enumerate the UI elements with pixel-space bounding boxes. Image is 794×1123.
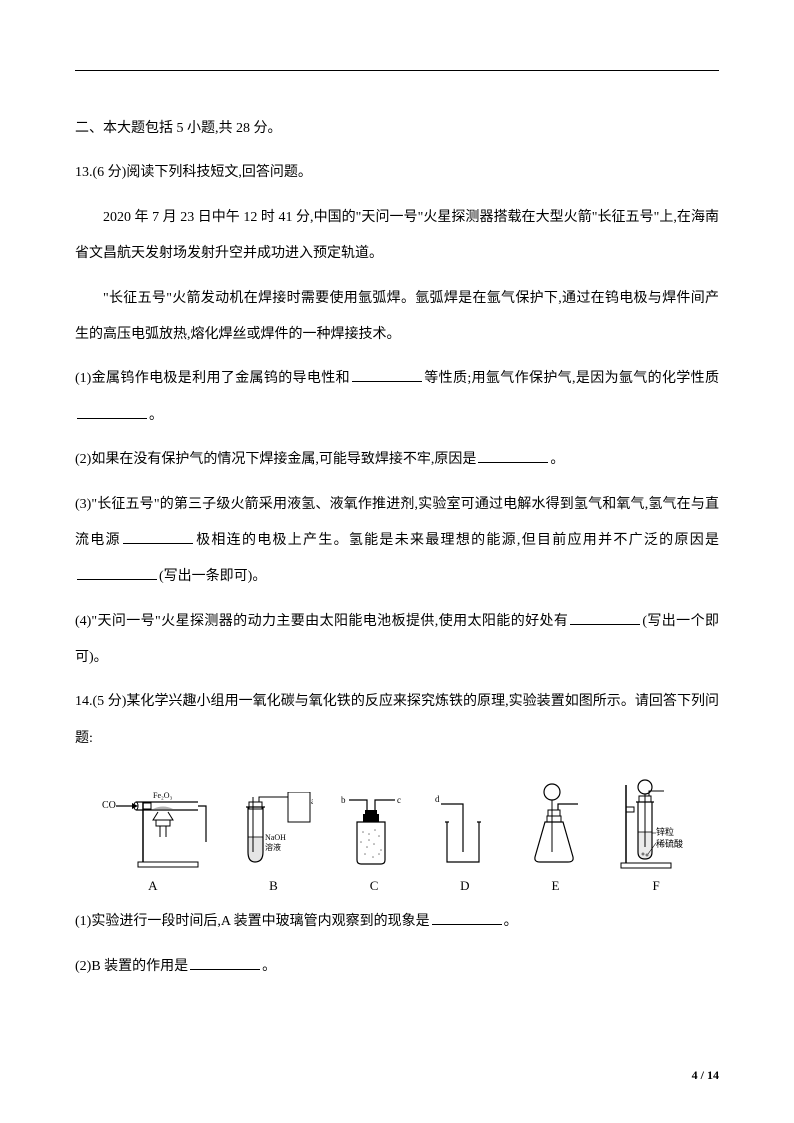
q13-sub1-b: 等性质;用氩气作保护气,是因为氩气的化学性质	[424, 371, 719, 386]
q13-sub2-a: (2)如果在没有保护气的情况下焊接金属,可能导致焊接不牢,原因是	[75, 452, 476, 467]
q13-sub4: (4)"天问一号"火星探测器的动力主要由太阳能电池板提供,使用太阳能的好处有(写…	[75, 604, 719, 677]
apparatus-a-svg: CO Fe₂O₃	[98, 792, 208, 872]
apparatus-b-svg: NaOH 溶液 a	[233, 792, 313, 872]
blank	[77, 566, 157, 580]
label-d: D	[460, 878, 469, 894]
a-label: a	[311, 796, 313, 806]
q13-header: 13.(6 分)阅读下列科技短文,回答问题。	[75, 155, 719, 191]
q14-header: 14.(5 分)某化学兴趣小组用一氧化碳与氧化铁的反应来探究炼铁的原理,实验装置…	[75, 684, 719, 757]
apparatus-d: d D	[435, 792, 495, 894]
blank	[123, 530, 193, 544]
q13-sub4-a: (4)"天问一号"火星探测器的动力主要由太阳能电池板提供,使用太阳能的好处有	[75, 614, 568, 629]
label-b: B	[269, 878, 278, 894]
fe2o3-label: Fe₂O₃	[153, 792, 173, 800]
top-rule	[75, 70, 719, 71]
label-c: C	[370, 878, 379, 894]
q14-sub2-a: (2)B 装置的作用是	[75, 959, 188, 974]
apparatus-e-svg	[520, 782, 590, 872]
q14-sub1-b: 。	[504, 914, 518, 929]
q14-sub1-a: (1)实验进行一段时间后,A 装置中玻璃管内观察到的现象是	[75, 914, 430, 929]
q13-sub2-b: 。	[550, 452, 564, 467]
label-e: E	[551, 878, 559, 894]
q13-sub3-c: (写出一条即可)。	[159, 569, 266, 584]
blank	[570, 611, 640, 625]
apparatus-b: NaOH 溶液 a B	[233, 792, 313, 894]
co-label: CO	[102, 800, 116, 811]
naoh-label-1: NaOH	[265, 833, 286, 842]
q13-sub1: (1)金属钨作电极是利用了金属钨的导电性和 等性质;用氩气作保护气,是因为氩气的化…	[75, 361, 719, 434]
blank	[432, 911, 502, 925]
c-label: c	[397, 795, 401, 805]
q13-sub1-a: (1)金属钨作电极是利用了金属钨的导电性和	[75, 371, 350, 386]
naoh-label-2: 溶液	[265, 842, 281, 852]
apparatus-figure: CO Fe₂O₃	[75, 777, 719, 894]
apparatus-c: b c C	[339, 792, 409, 894]
label-a: A	[148, 878, 157, 894]
zinc-label: 锌粒	[656, 826, 674, 837]
acid-label: 稀硫酸	[656, 838, 683, 849]
page-number: 4 / 14	[692, 1068, 719, 1083]
section-header: 二、本大题包括 5 小题,共 28 分。	[75, 111, 719, 147]
q13-p1: 2020 年 7 月 23 日中午 12 时 41 分,中国的"天问一号"火星探…	[75, 200, 719, 273]
b-label: b	[341, 795, 346, 805]
d-label: d	[435, 794, 440, 804]
apparatus-d-svg: d	[435, 792, 495, 872]
blank	[190, 956, 260, 970]
apparatus-f-svg: 锌粒 稀硫酸	[616, 777, 696, 872]
apparatus-a: CO Fe₂O₃	[98, 792, 208, 894]
label-f: F	[652, 878, 659, 894]
q13-p2: "长征五号"火箭发动机在焊接时需要使用氩弧焊。氩弧焊是在氩气保护下,通过在钨电极…	[75, 281, 719, 354]
q13-sub2: (2)如果在没有保护气的情况下焊接金属,可能导致焊接不牢,原因是 。	[75, 442, 719, 478]
blank	[352, 368, 422, 382]
q13-sub3: (3)"长征五号"的第三子级火箭采用液氢、液氧作推进剂,实验室可通过电解水得到氢…	[75, 487, 719, 596]
q13-sub3-b: 极相连的电极上产生。氢能是未来最理想的能源,但目前应用并不广泛的原因是	[195, 533, 719, 548]
q14-sub1: (1)实验进行一段时间后,A 装置中玻璃管内观察到的现象是 。	[75, 904, 719, 940]
q13-sub1-c: 。	[149, 408, 163, 423]
apparatus-c-svg: b c	[339, 792, 409, 872]
q14-sub2: (2)B 装置的作用是 。	[75, 949, 719, 985]
apparatus-f: 锌粒 稀硫酸 F	[616, 777, 696, 894]
q14-sub2-b: 。	[262, 959, 276, 974]
blank	[77, 405, 147, 419]
apparatus-e: E	[520, 782, 590, 894]
blank	[478, 449, 548, 463]
